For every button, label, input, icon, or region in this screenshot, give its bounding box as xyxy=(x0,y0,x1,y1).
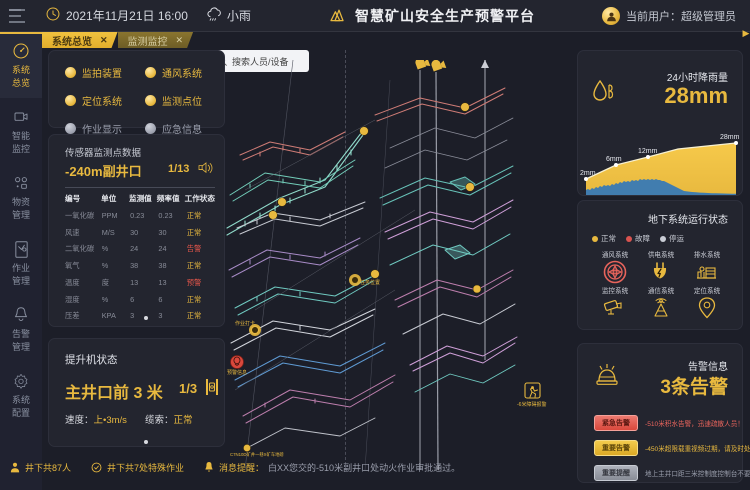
svg-text:-6米障碍报警: -6米障碍报警 xyxy=(517,401,546,408)
svg-text:预警信息: 预警信息 xyxy=(227,369,247,376)
svg-text:28mm: 28mm xyxy=(720,134,740,141)
svg-text:12mm: 12mm xyxy=(638,148,658,155)
svg-text:6mm: 6mm xyxy=(606,156,622,163)
svg-text:任务位置: 任务位置 xyxy=(360,279,380,286)
svg-text:作业打卡: 作业打卡 xyxy=(235,320,255,327)
svg-text:2mm: 2mm xyxy=(580,170,596,177)
